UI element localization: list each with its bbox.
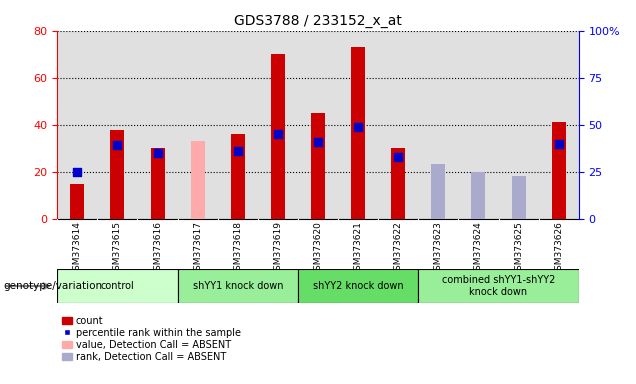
Bar	[231, 134, 245, 219]
Text: GSM373616: GSM373616	[153, 221, 162, 276]
Bar	[431, 164, 445, 219]
Legend: count, percentile rank within the sample, value, Detection Call = ABSENT, rank, : count, percentile rank within the sample…	[62, 316, 240, 362]
Point	[353, 124, 363, 130]
Text: GSM373624: GSM373624	[474, 221, 483, 276]
Bar	[471, 172, 485, 219]
Bar	[351, 47, 365, 219]
Bar	[151, 148, 165, 219]
Text: GSM373622: GSM373622	[394, 221, 403, 276]
Text: combined shYY1-shYY2
knock down: combined shYY1-shYY2 knock down	[442, 275, 555, 297]
Bar	[471, 172, 485, 219]
Bar	[431, 167, 445, 219]
Bar	[111, 129, 125, 219]
Point	[153, 150, 163, 156]
FancyBboxPatch shape	[418, 269, 579, 303]
Text: control: control	[100, 281, 134, 291]
Bar	[511, 179, 525, 219]
Point	[553, 141, 563, 147]
FancyBboxPatch shape	[177, 269, 298, 303]
Text: genotype/variation: genotype/variation	[3, 281, 102, 291]
Point	[73, 169, 83, 175]
Bar	[551, 122, 566, 219]
Point	[313, 139, 323, 145]
Point	[273, 131, 283, 137]
FancyBboxPatch shape	[57, 269, 177, 303]
Text: GSM373614: GSM373614	[73, 221, 82, 276]
FancyBboxPatch shape	[298, 269, 418, 303]
Title: GDS3788 / 233152_x_at: GDS3788 / 233152_x_at	[234, 14, 402, 28]
Text: GSM373621: GSM373621	[354, 221, 363, 276]
Bar	[71, 184, 85, 219]
Bar	[391, 148, 405, 219]
Text: shYY2 knock down: shYY2 knock down	[313, 281, 403, 291]
Text: GSM373623: GSM373623	[434, 221, 443, 276]
Text: GSM373615: GSM373615	[113, 221, 122, 276]
Point	[393, 154, 403, 160]
Bar	[511, 175, 525, 219]
Text: GSM373626: GSM373626	[554, 221, 563, 276]
Bar	[311, 113, 325, 219]
Text: GSM373618: GSM373618	[233, 221, 242, 276]
Bar	[271, 54, 285, 219]
Point	[113, 142, 123, 149]
Text: shYY1 knock down: shYY1 knock down	[193, 281, 283, 291]
Text: GSM373617: GSM373617	[193, 221, 202, 276]
Bar	[191, 141, 205, 219]
Text: GSM373620: GSM373620	[314, 221, 322, 276]
Text: GSM373619: GSM373619	[273, 221, 282, 276]
Point	[233, 148, 243, 154]
Text: GSM373625: GSM373625	[514, 221, 523, 276]
